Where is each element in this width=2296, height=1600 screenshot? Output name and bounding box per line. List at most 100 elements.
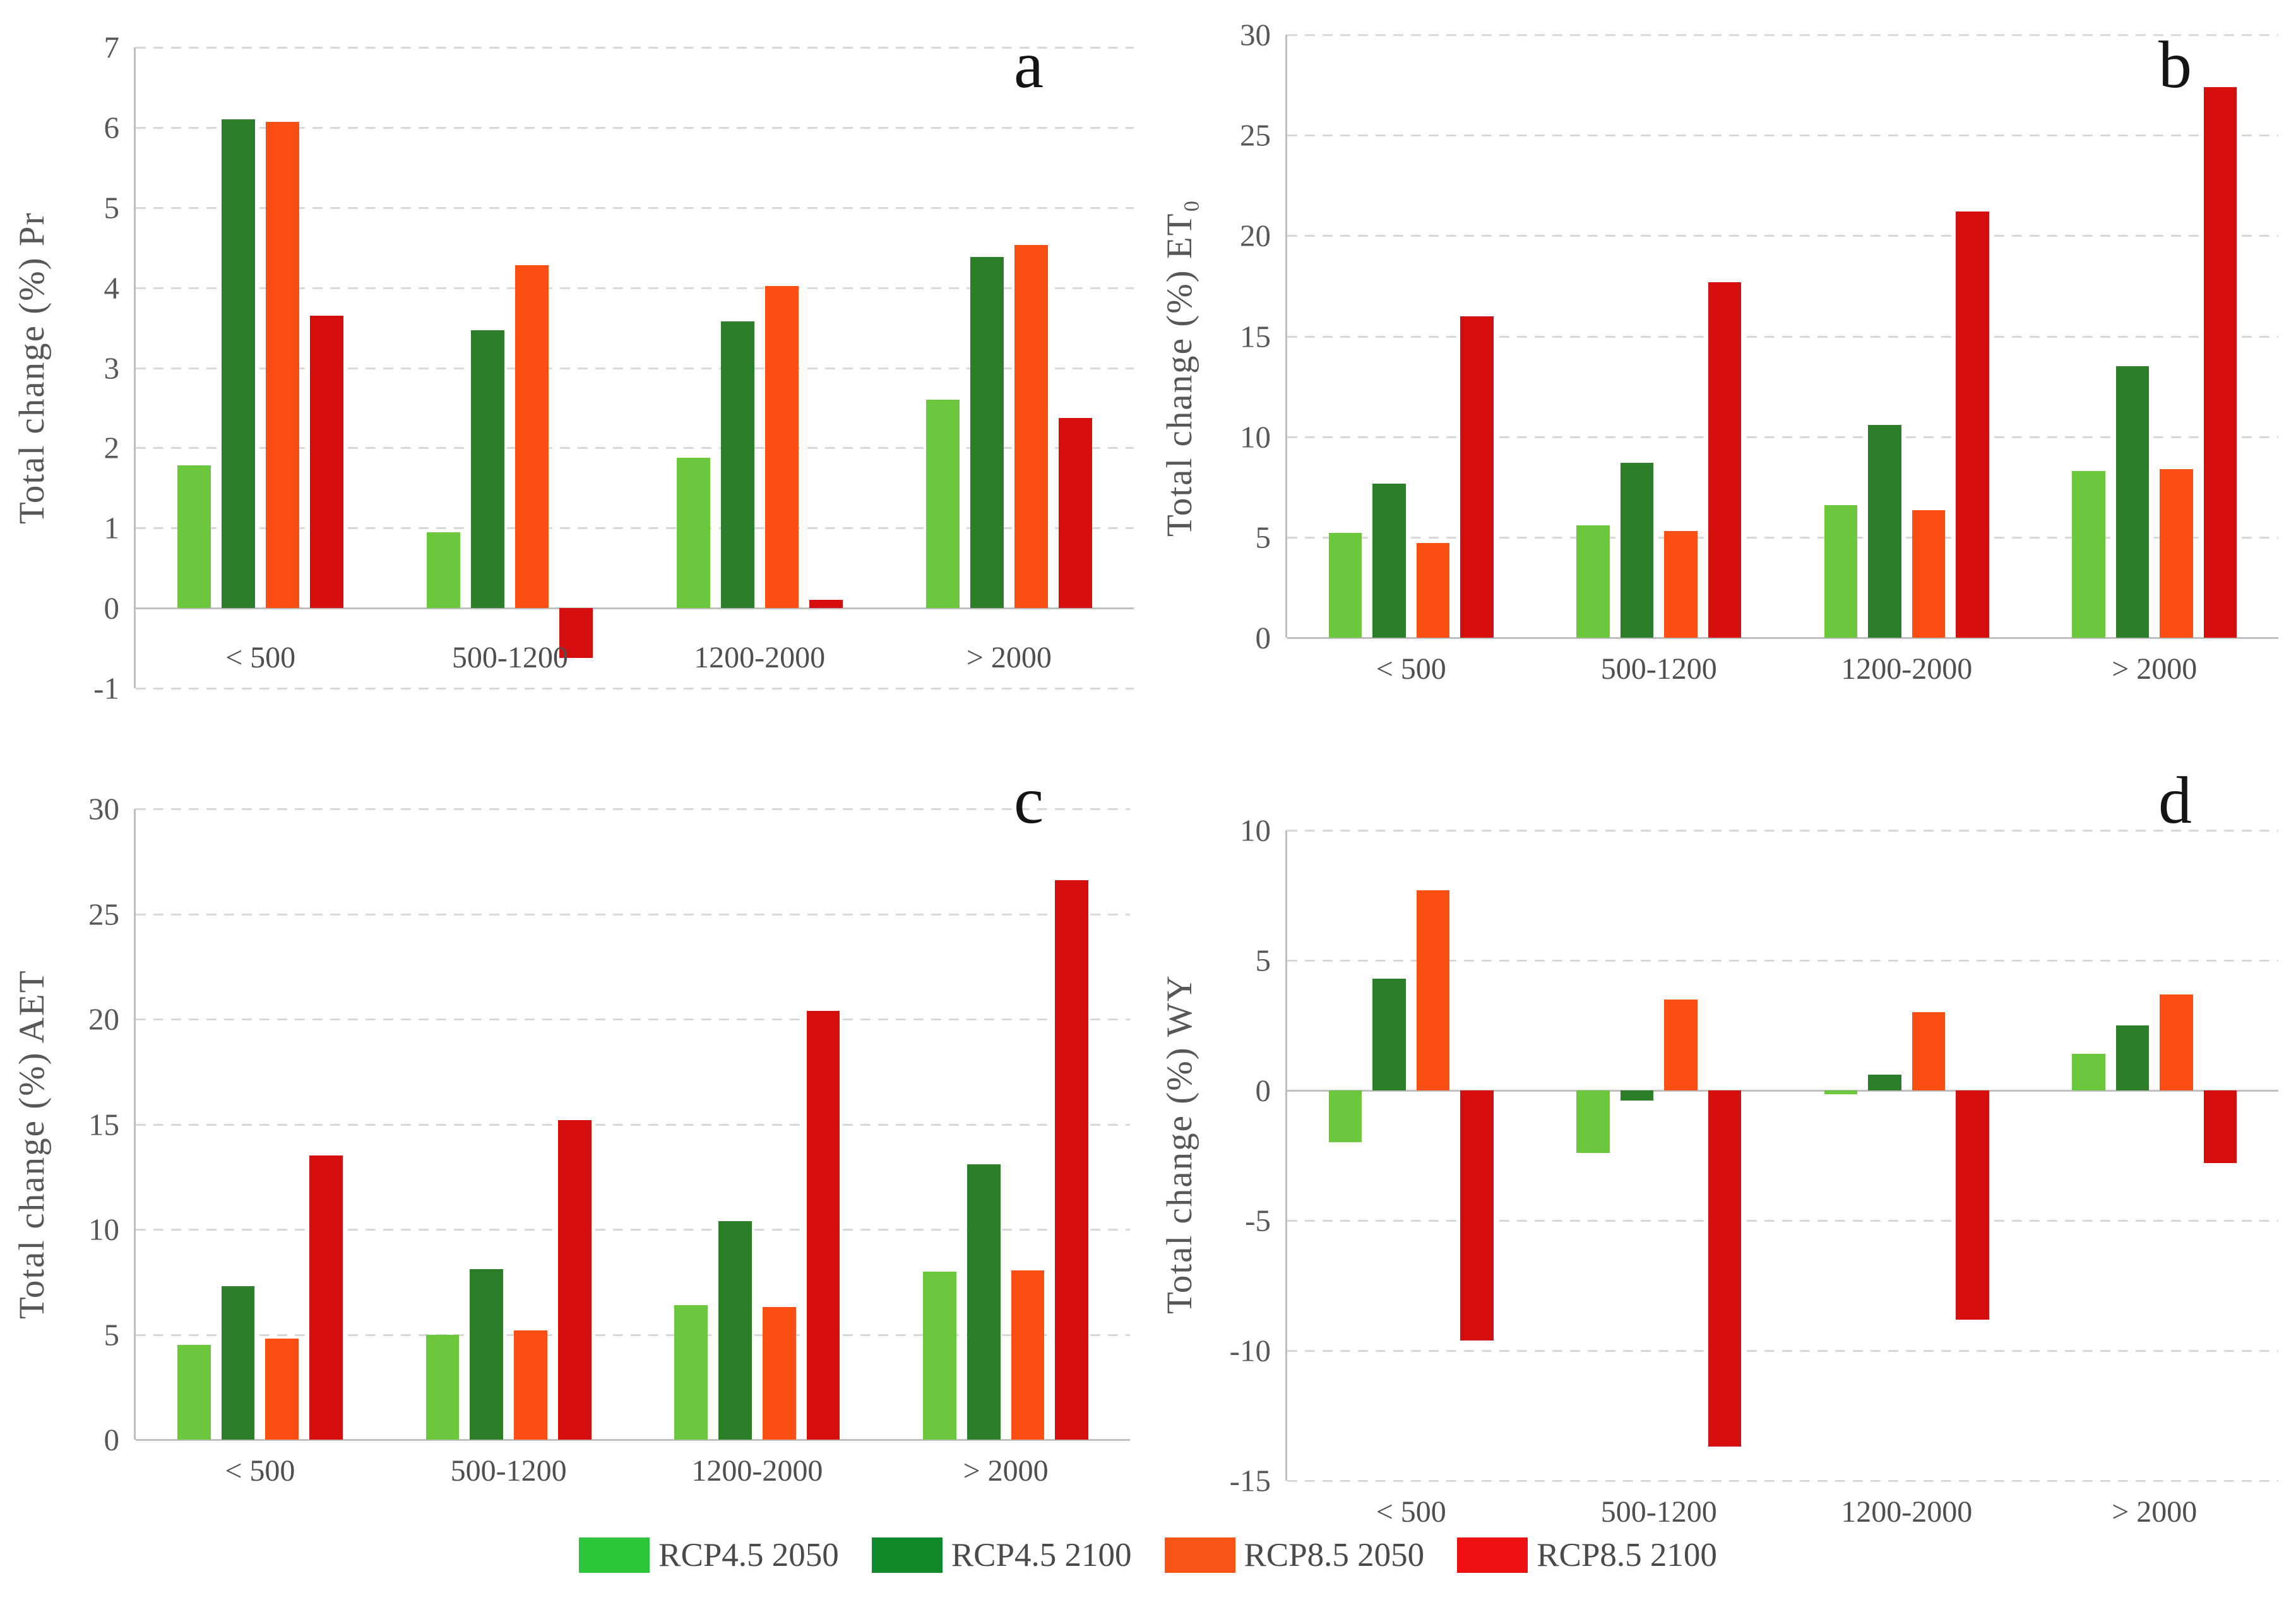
bar bbox=[1460, 316, 1494, 638]
gridline bbox=[1287, 34, 2278, 36]
gridline bbox=[1287, 436, 2278, 438]
y-axis-title: Total change (%) ET₀ bbox=[1160, 198, 1199, 537]
y-tick-label: -5 bbox=[1245, 1203, 1271, 1238]
gridline bbox=[1287, 1480, 2278, 1482]
bar bbox=[559, 608, 593, 658]
x-category-label: > 2000 bbox=[2112, 1495, 2198, 1529]
y-tick-label: 0 bbox=[104, 590, 120, 626]
bar bbox=[425, 1334, 460, 1440]
bar bbox=[2072, 1054, 2105, 1090]
y-tick-label: 0 bbox=[1255, 620, 1271, 655]
x-category-label: < 500 bbox=[1376, 1495, 1446, 1529]
bar bbox=[1912, 1012, 1946, 1090]
bar bbox=[1460, 1090, 1494, 1340]
bar bbox=[1868, 424, 1901, 638]
gridline bbox=[1287, 1220, 2278, 1222]
legend-item: RCP8.5 2100 bbox=[1457, 1537, 1717, 1573]
plot-area: 0 5 10 15 20 25 30 < 500 500-1200 1200-2000 > 2000 bbox=[88, 794, 1130, 1486]
y-tick-label: 15 bbox=[88, 1107, 119, 1142]
y-tick-label: -1 bbox=[93, 671, 119, 706]
y-tick-label: 5 bbox=[1255, 943, 1271, 978]
y-tick-label: 20 bbox=[1240, 218, 1271, 253]
y-tick-label: 20 bbox=[88, 1001, 119, 1037]
gridline bbox=[136, 1334, 1130, 1336]
zero-axis-line bbox=[136, 1439, 1130, 1441]
bar bbox=[2203, 87, 2237, 638]
bar bbox=[2072, 470, 2105, 638]
bar bbox=[470, 1269, 504, 1440]
gridline bbox=[136, 287, 1134, 289]
bar bbox=[309, 1155, 343, 1440]
gridline bbox=[136, 1018, 1130, 1020]
gridline bbox=[136, 688, 1134, 690]
bar bbox=[310, 316, 344, 609]
legend-label: RCP4.5 2050 bbox=[658, 1536, 839, 1573]
legend: RCP4.5 2050 RCP4.5 2100 RCP8.5 2050 RCP8.5 … bbox=[0, 1520, 2296, 1590]
zero-axis-line bbox=[1287, 637, 2278, 639]
bar bbox=[967, 1164, 1001, 1440]
bar bbox=[1576, 525, 1610, 638]
bar bbox=[970, 257, 1004, 609]
legend-swatch bbox=[1164, 1537, 1235, 1573]
gridline bbox=[1287, 536, 2278, 539]
y-tick-label: 10 bbox=[1240, 419, 1271, 455]
gridline bbox=[136, 447, 1134, 450]
bar bbox=[2160, 994, 2193, 1090]
panel-a: Total change (%) Pr -1 0 1 2 3 4 5 6 7 < 500 500-12… bbox=[0, 0, 1148, 736]
legend-item: RCP4.5 2100 bbox=[871, 1537, 1132, 1573]
x-category-label: < 500 bbox=[225, 641, 296, 674]
panel-letter: a bbox=[1013, 28, 1044, 102]
bar bbox=[1664, 999, 1698, 1090]
x-category-label: 1200-2000 bbox=[691, 1454, 823, 1488]
bar bbox=[923, 1271, 956, 1440]
y-axis-title: Total change (%) Pr bbox=[12, 212, 52, 524]
x-category-label: 500-1200 bbox=[1600, 1495, 1717, 1529]
x-category-label: < 500 bbox=[225, 1454, 295, 1488]
bar bbox=[265, 1339, 299, 1440]
y-tick-label: 5 bbox=[104, 1317, 120, 1352]
legend-swatch bbox=[871, 1537, 943, 1573]
bar bbox=[1912, 510, 1946, 638]
bar bbox=[2203, 1090, 2237, 1164]
bar bbox=[1824, 1090, 1858, 1095]
plot-area: -15 -10 -5 0 5 10 < 500 500-1200 1200-2000 > 2000 bbox=[1230, 815, 2278, 1527]
gridline bbox=[1287, 830, 2278, 832]
y-tick-label: 3 bbox=[104, 350, 120, 385]
plot-area: -1 0 1 2 3 4 5 6 7 < 500 500-1200 1200-2000 > 2000 bbox=[93, 32, 1134, 704]
gridline bbox=[1287, 960, 2278, 962]
legend-item: RCP8.5 2050 bbox=[1164, 1537, 1424, 1573]
gridline bbox=[136, 808, 1130, 810]
x-category-label: 500-1200 bbox=[1600, 652, 1717, 686]
bar bbox=[222, 119, 256, 609]
gridline bbox=[136, 1123, 1130, 1126]
x-category-label: 1200-2000 bbox=[1841, 1495, 1973, 1529]
gridline bbox=[136, 1229, 1130, 1231]
panel-letter: d bbox=[2158, 763, 2192, 837]
y-tick-label: 25 bbox=[88, 897, 119, 931]
y-tick-label: 0 bbox=[1255, 1073, 1271, 1108]
bar bbox=[1372, 978, 1406, 1090]
bar bbox=[2160, 469, 2193, 638]
x-category-label: > 2000 bbox=[966, 641, 1052, 674]
y-tick-label: 6 bbox=[104, 110, 120, 145]
panel-letter: c bbox=[1013, 763, 1044, 837]
legend-swatch bbox=[1457, 1537, 1528, 1573]
bar bbox=[266, 121, 300, 609]
bar bbox=[762, 1307, 796, 1440]
x-category-label: > 2000 bbox=[2112, 652, 2198, 686]
bar bbox=[221, 1286, 255, 1440]
bar bbox=[177, 465, 211, 609]
y-tick-label: -10 bbox=[1229, 1333, 1271, 1368]
legend-item: RCP4.5 2050 bbox=[579, 1537, 839, 1573]
bar bbox=[515, 265, 549, 609]
bar bbox=[1708, 282, 1742, 638]
bar bbox=[806, 1010, 840, 1440]
x-category-label: < 500 bbox=[1376, 652, 1446, 686]
x-category-label: 500-1200 bbox=[450, 1454, 567, 1488]
bar bbox=[674, 1304, 708, 1440]
panel-letter: b bbox=[2158, 28, 2192, 102]
gridline bbox=[136, 206, 1134, 209]
plot-area: 0 5 10 15 20 25 30 < 500 500-1200 1200-2000 > 2000 bbox=[1240, 20, 2278, 684]
bar bbox=[1620, 1090, 1654, 1101]
x-category-label: 500-1200 bbox=[451, 641, 568, 674]
